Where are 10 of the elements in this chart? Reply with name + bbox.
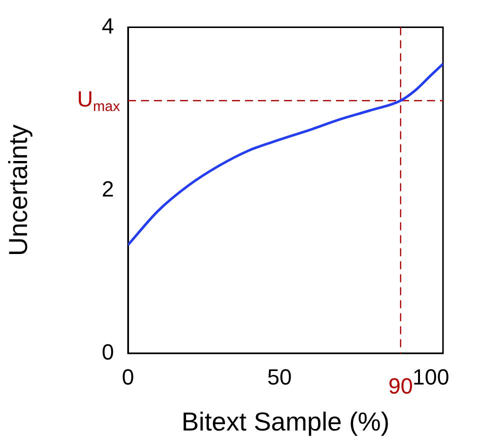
y-tick-label: 0 — [102, 339, 114, 364]
x-tick-label: 50 — [267, 364, 292, 390]
ref-line-label: 90 — [388, 373, 413, 398]
y-tick-label: 2 — [102, 176, 114, 202]
x-axis-title: Bitext Sample (%) — [181, 406, 390, 437]
y-tick-label: 4 — [102, 13, 114, 38]
x-tick-label: 0 — [122, 364, 134, 390]
line-series — [128, 62, 443, 246]
x-tick-label: 100 — [412, 364, 450, 390]
y-axis-title: Uncertainty — [2, 124, 33, 256]
